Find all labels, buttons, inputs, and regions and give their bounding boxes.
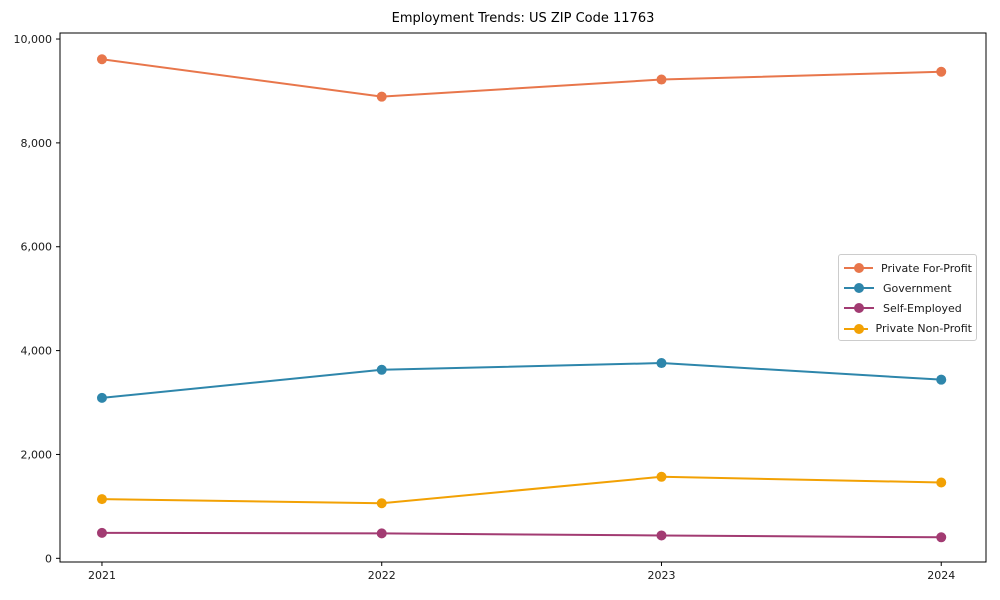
legend-label: Private Non-Profit <box>875 322 972 336</box>
data-point-private-non-profit <box>376 498 387 509</box>
data-point-government <box>936 374 947 385</box>
series-line-private-non-profit <box>100 475 943 505</box>
chart-title: Employment Trends: US ZIP Code 11763 <box>391 11 655 26</box>
legend-item-self-employed: Self-Employed <box>843 298 972 318</box>
legend-swatch-private-for-profit <box>844 263 873 274</box>
data-point-private-for-profit <box>376 91 387 102</box>
legend-item-government: Government <box>843 278 972 298</box>
data-point-self-employed <box>376 528 387 539</box>
y-axis-tick-label: 6,000 <box>21 241 53 254</box>
legend-label: Government <box>883 281 952 295</box>
data-point-private-non-profit <box>96 494 107 505</box>
data-point-self-employed <box>656 530 667 541</box>
series-line-self-employed <box>100 531 943 539</box>
plot-frame <box>59 32 987 563</box>
x-axis-tick-label: 2021 <box>88 569 116 582</box>
series-line-government <box>100 362 943 399</box>
series-line-private-for-profit <box>100 58 943 98</box>
legend-swatch-self-employed <box>844 303 874 314</box>
data-point-private-for-profit <box>96 54 107 65</box>
y-axis-tick-label: 4,000 <box>21 345 53 358</box>
legend: Private For-Profit Government Self-Employe… <box>838 254 977 341</box>
legend-label: Private For-Profit <box>881 261 972 275</box>
legend-swatch-private-non-profit <box>844 323 868 334</box>
data-point-government <box>656 358 667 369</box>
y-axis-tick-label: 10,000 <box>14 33 53 46</box>
legend-label: Self-Employed <box>883 301 962 315</box>
x-axis-tick-label: 2022 <box>368 569 396 582</box>
data-point-private-for-profit <box>656 74 667 85</box>
data-point-private-non-profit <box>936 477 947 488</box>
legend-item-private-for-profit: Private For-Profit <box>843 258 972 278</box>
data-point-self-employed <box>936 532 947 543</box>
y-axis-tick-label: 0 <box>45 552 52 565</box>
x-axis-tick-label: 2023 <box>647 569 675 582</box>
data-point-self-employed <box>96 527 107 538</box>
data-point-private-for-profit <box>936 66 947 77</box>
legend-item-private-non-profit: Private Non-Profit <box>843 319 972 339</box>
y-axis-tick-label: 2,000 <box>21 448 53 461</box>
data-point-government <box>96 392 107 403</box>
x-axis-tick-label: 2024 <box>927 569 955 582</box>
data-point-private-non-profit <box>656 471 667 482</box>
legend-swatch-government <box>844 283 874 294</box>
y-axis-tick-label: 8,000 <box>21 137 53 150</box>
data-point-government <box>376 364 387 375</box>
